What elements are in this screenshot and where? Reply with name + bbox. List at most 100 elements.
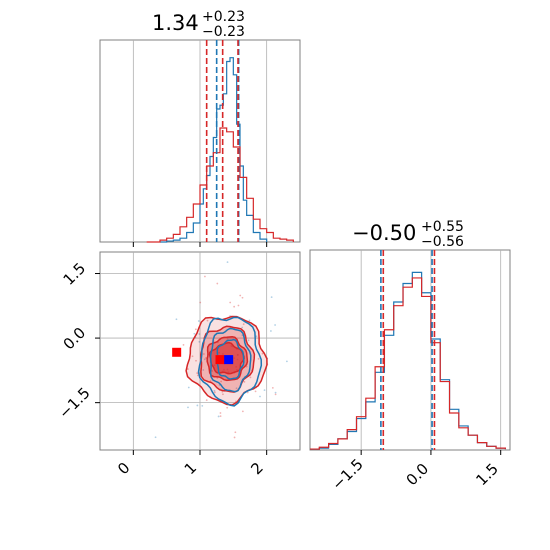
panel-2d: 0 1 2 1.5 0.0 −1.5 — [55, 251, 301, 478]
hist-y-series — [310, 271, 506, 450]
contour-sample-point — [239, 294, 242, 297]
contour-sample-point — [241, 296, 244, 299]
contour-sample-point — [286, 360, 288, 363]
contour-sample-point — [246, 391, 249, 394]
hist-x-series — [146, 57, 294, 243]
contour-sample-point — [196, 372, 199, 374]
hist-y-frame — [309, 249, 511, 451]
contour-sample-point — [226, 338, 229, 340]
contour-sample-point — [217, 415, 220, 418]
contour-sample-point — [206, 319, 209, 322]
hist-y-x-tick-label: −1.5 — [328, 455, 366, 493]
contour-y-ticks: 1.5 0.0 −1.5 — [55, 259, 100, 422]
contour-sample-point — [270, 330, 272, 332]
contour-sample-point — [257, 357, 260, 360]
contour-sample-point — [219, 415, 222, 418]
contour-sample-point — [227, 371, 230, 374]
contour-y-tick-label: −1.5 — [55, 384, 93, 422]
contour-sample-point — [259, 395, 261, 398]
contour-sample-point — [237, 354, 239, 356]
contour-sample-point — [223, 368, 225, 371]
contour-sample-point — [226, 368, 229, 371]
contour-sample-point — [235, 368, 238, 371]
hist-y-x-tick-label: 1.5 — [472, 460, 502, 490]
contour-level-blue — [209, 327, 252, 393]
contour-sample-point — [233, 357, 236, 360]
contour-sample-point — [196, 374, 199, 377]
contour-sample-point — [249, 376, 252, 379]
hist-x-title-minus: −0.23 — [202, 24, 245, 40]
hist-y-title-minus: −0.56 — [421, 234, 464, 250]
contour-sample-point — [199, 301, 202, 304]
contour-markers — [172, 347, 234, 365]
contour-y-tick-label: 1.5 — [60, 259, 90, 289]
contour-marker-red — [172, 347, 182, 357]
contour-x-ticks: 0 1 2 — [114, 450, 268, 478]
contour-sample-point — [236, 358, 239, 361]
panel-hist-y: −1.5 0.0 1.5 −0.50 +0.55 −0.56 — [309, 219, 511, 494]
contour-sample-point — [234, 431, 237, 434]
contour-sample-point — [195, 359, 197, 362]
contour-sample-point — [201, 404, 204, 407]
contour-x-tick-label: 2 — [247, 459, 266, 478]
contour-sample-point — [202, 353, 205, 355]
hist-y-x-ticks: −1.5 0.0 1.5 — [328, 450, 502, 494]
contour-sample-point — [222, 353, 224, 355]
contour-sample-point — [235, 387, 238, 390]
contour-sample-point — [213, 389, 216, 392]
contour-sample-point — [235, 365, 238, 368]
contour-sample-point — [205, 399, 208, 402]
hist-x-title-plus: +0.23 — [202, 9, 245, 25]
hist-x-grid — [132, 40, 268, 247]
contour-sample-point — [245, 365, 248, 368]
hist-y-quantiles — [380, 250, 436, 450]
contour-sample-point — [218, 351, 221, 354]
contour-sample-point — [187, 386, 190, 389]
hist-y-title-median: −0.50 — [352, 221, 416, 245]
contour-sample-point — [222, 393, 224, 396]
contour-sample-point — [213, 391, 216, 394]
contour-sample-point — [229, 301, 232, 304]
contour-sample-point — [248, 319, 251, 322]
contour-sample-point — [197, 320, 200, 322]
hist-y-title-plus: +0.55 — [421, 219, 464, 235]
contour-sample-point — [187, 406, 189, 409]
contour-sample-point — [233, 305, 236, 308]
contour-sample-point — [186, 368, 189, 370]
contour-sample-point — [211, 370, 214, 372]
contour-sample-point — [233, 436, 236, 439]
contour-sample-point — [263, 389, 266, 392]
contour-sample-point — [241, 326, 244, 329]
contour-marker-red — [215, 355, 225, 365]
contour-sample-point — [274, 393, 277, 396]
contour-sample-point — [193, 332, 196, 335]
hist-x-title-median: 1.34 — [152, 11, 199, 35]
hist-x-series-blue — [160, 57, 268, 243]
panel-hist-x: 1.34 +0.23 −0.23 — [99, 9, 301, 247]
contour-sample-point — [255, 335, 258, 338]
contour-sample-point — [221, 390, 224, 393]
contour-y-tick-label: 0.0 — [60, 324, 90, 354]
contour-sample-point — [230, 344, 233, 347]
contour-sample-point — [213, 364, 216, 367]
contour-sample-point — [243, 380, 246, 383]
contour-sample-point — [274, 391, 277, 394]
hist-x-quantiles — [205, 40, 240, 242]
contour-sample-point — [202, 369, 205, 371]
contour-sample-point — [196, 404, 199, 407]
hist-y-series-red — [310, 277, 506, 450]
contour-x-tick-label: 1 — [181, 459, 200, 478]
contour-sample-point — [191, 355, 194, 358]
contour-grid — [100, 252, 300, 450]
contour-sample-point — [198, 333, 201, 335]
contour-sample-point — [216, 282, 219, 285]
contour-sample-point — [247, 339, 250, 342]
contour-sample-point — [236, 353, 239, 356]
contour-sample-point — [271, 386, 274, 389]
contour-sample-point — [242, 323, 245, 326]
contour-sample-point — [274, 324, 276, 326]
contour-sample-point — [254, 390, 257, 393]
contour-sample-point — [198, 340, 201, 343]
hist-y-x-tick-label: 0.0 — [403, 460, 433, 490]
